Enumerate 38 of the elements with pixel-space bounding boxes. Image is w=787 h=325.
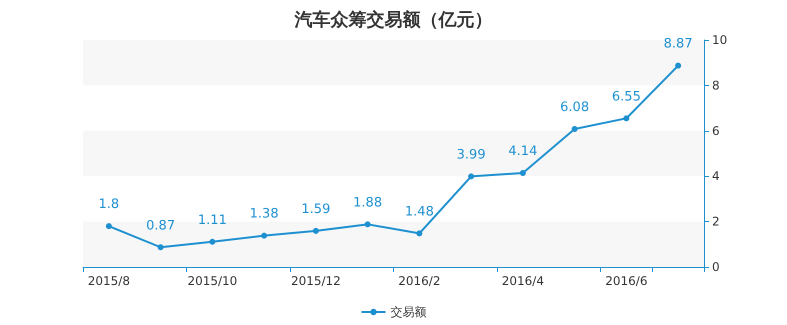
y-tick-label: 8 [712,78,720,92]
point [158,244,164,250]
point [261,232,268,239]
chart-title: 汽车众筹交易额（亿元） [294,10,492,30]
y-tick-label: 4 [712,169,720,184]
point [416,230,422,236]
point [312,228,319,234]
point [572,126,578,132]
data-label: 4.14 [508,144,538,160]
x-tick-label: 2015/10 [187,274,238,288]
x-tick-label: 2016/6 [605,274,648,288]
legend-label: 交易额 [390,305,426,319]
data-label: 1.48 [404,204,434,220]
data-label: 3.99 [456,147,486,162]
point [468,173,474,180]
point [106,223,112,230]
x-tick-label: 2016/4 [502,274,544,288]
data-label: 8.87 [664,36,693,52]
point [520,170,526,176]
y-tick-label: 0 [712,260,720,274]
data-label: 1.11 [198,212,227,228]
data-label: 1.8 [98,197,120,212]
point [364,221,371,228]
y-tick-label: 2 [712,214,720,229]
point [209,238,216,245]
y-tick-label: 6 [712,124,720,138]
x-tick-label: 2016/2 [398,274,440,288]
x-tick-label: 2015/8 [88,274,130,288]
y-tick-label: 10 [712,33,728,47]
data-label: 1.59 [301,202,330,217]
data-label: 1.38 [250,206,279,222]
x-tick-label: 2015/12 [290,274,341,288]
data-label: 6.55 [612,89,641,104]
point [675,62,682,69]
data-label: 1.88 [353,195,382,210]
data-label: 0.87 [146,218,176,234]
data-label: 6.08 [560,100,590,115]
point [623,115,630,122]
